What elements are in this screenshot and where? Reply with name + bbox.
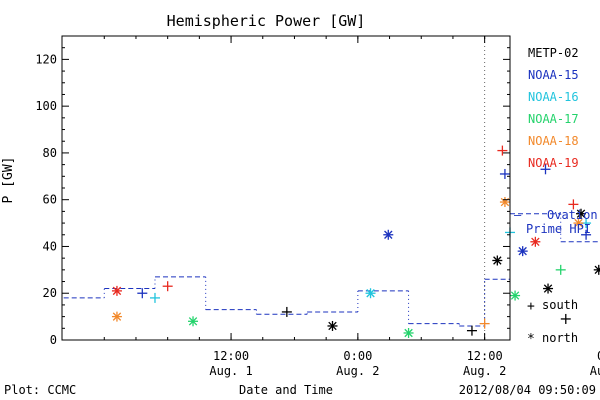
legend-entry: NOAA-17	[528, 112, 579, 126]
data-point	[327, 320, 338, 331]
data-point	[383, 229, 394, 240]
data-point	[281, 306, 292, 317]
data-point	[499, 168, 510, 179]
y-tick-label: 80	[43, 146, 57, 160]
data-point	[499, 197, 510, 208]
data-point	[162, 281, 173, 292]
data-point	[576, 208, 587, 219]
plot-frame	[61, 35, 511, 341]
x-tick-label-date: Aug. 1	[209, 364, 252, 378]
data-point	[581, 229, 592, 240]
data-point	[188, 316, 199, 327]
legend-north-symbol: *	[527, 332, 535, 347]
data-point	[510, 290, 521, 301]
footer-timestamp: 2012/08/04 09:50:09	[459, 383, 596, 397]
x-tick-label-date: Aug. 2	[463, 364, 506, 378]
data-point	[466, 325, 477, 336]
data-point	[573, 218, 584, 229]
data-point	[111, 311, 122, 322]
x-tick-label-time: 12:00	[467, 349, 503, 363]
chart-title: Hemispheric Power [GW]	[167, 12, 366, 30]
legend-entry: METP-02	[528, 46, 579, 60]
y-tick-label: 120	[35, 52, 57, 66]
data-point	[555, 264, 566, 275]
x-tick-label-time: 0:00	[343, 349, 372, 363]
x-tick-label-date: Aug. 2	[336, 364, 379, 378]
data-point	[530, 236, 541, 247]
legend-ovation-dash: —	[514, 208, 522, 222]
legend: METP-02 NOAA-15 NOAA-16 NOAA-17 NOAA-18 NOAA-…	[514, 46, 598, 347]
y-axis-label: P [GW]	[1, 157, 16, 204]
x-tick-label-time: 12:00	[213, 349, 249, 363]
legend-south-symbol: +	[527, 299, 535, 314]
data-point	[568, 199, 579, 210]
legend-entry: NOAA-16	[528, 90, 579, 104]
data-point	[517, 246, 528, 257]
y-tick-label: 100	[35, 99, 57, 113]
legend-south-label: south	[542, 298, 578, 312]
y-tick-label: 0	[50, 333, 57, 347]
legend-entry: NOAA-15	[528, 68, 579, 82]
data-point	[497, 145, 508, 156]
data-point	[479, 318, 490, 329]
data-point	[365, 288, 376, 299]
y-tick-label: 60	[43, 193, 57, 207]
ovation-series	[63, 213, 600, 327]
x-tick-label-date: Aug. 3	[590, 364, 600, 378]
legend-ovation-line2: Prime HPI	[526, 222, 591, 236]
data-point	[137, 288, 148, 299]
legend-ovation-line1: Ovation	[547, 208, 598, 222]
data-point	[593, 264, 600, 275]
data-point	[540, 164, 551, 175]
legend-entry: NOAA-19	[528, 156, 579, 170]
footer-credit: Plot: CCMC	[4, 383, 76, 397]
data-point	[492, 255, 503, 266]
data-point	[543, 283, 554, 294]
data-point	[403, 327, 414, 338]
data-point	[149, 292, 160, 303]
y-tick-label: 40	[43, 239, 57, 253]
legend-north-label: north	[542, 331, 578, 345]
data-points	[111, 145, 600, 338]
x-tick-label-time: 0:00	[597, 349, 600, 363]
x-axis-label: Date and Time	[239, 383, 333, 397]
data-point	[560, 313, 571, 324]
legend-entry: NOAA-18	[528, 134, 579, 148]
y-tick-label: 20	[43, 286, 57, 300]
data-point	[111, 285, 122, 296]
